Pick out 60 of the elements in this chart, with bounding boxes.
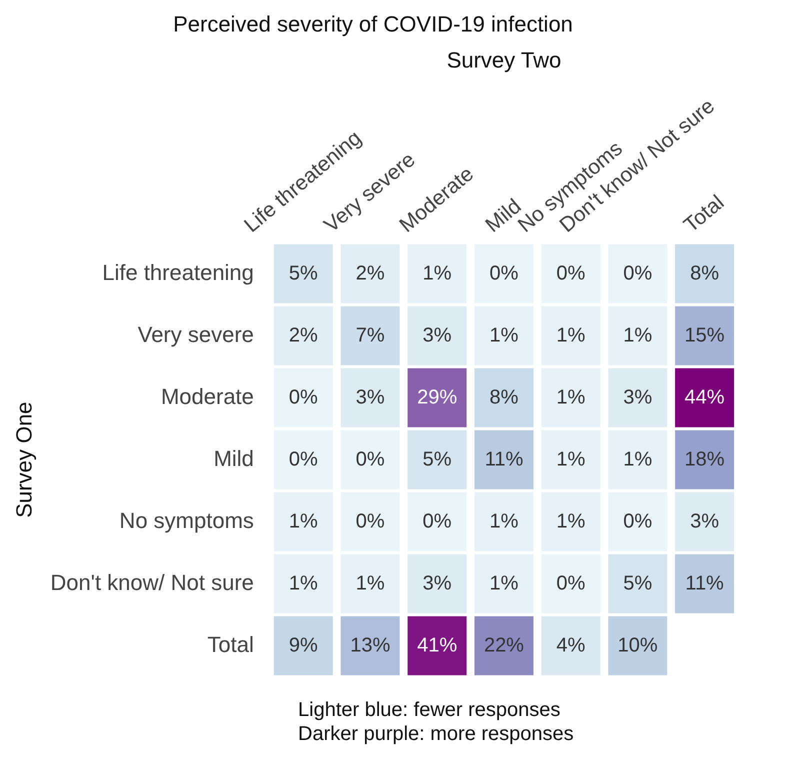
data-label: 1% (623, 448, 652, 470)
data-label: 3% (422, 572, 452, 594)
data-label: 8% (690, 262, 720, 284)
data-label: 5% (422, 448, 452, 470)
text: Darker purple: more responses (298, 722, 575, 746)
y-tick-label: Very severe (138, 322, 254, 347)
data-label: 2% (356, 262, 385, 284)
y-tick-label: Don't know/ Not sure (50, 570, 254, 595)
data-label: 0% (356, 448, 385, 470)
data-label: 5% (623, 572, 652, 594)
data-label: 1% (356, 572, 385, 594)
data-label: 5% (288, 262, 318, 284)
data-label: 3% (690, 510, 720, 532)
data-label: 1% (556, 510, 586, 532)
y-axis-title: Survey One (11, 402, 36, 518)
data-label: 0% (490, 262, 519, 284)
data-label: 0% (288, 386, 318, 408)
data-label: 1% (288, 510, 318, 532)
data-label: 8% (490, 386, 519, 408)
data-label: 22% (484, 634, 524, 656)
data-label: 11% (484, 448, 524, 470)
data-label: 1% (422, 262, 452, 284)
data-label: 2% (288, 324, 318, 346)
data-label: 0% (623, 510, 652, 532)
data-label: 7% (356, 324, 385, 346)
data-label: 1% (490, 572, 519, 594)
y-tick-label: No symptoms (119, 508, 254, 533)
data-label: 10% (618, 634, 658, 656)
y-tick-label: Moderate (160, 384, 254, 409)
data-label: 44% (684, 386, 725, 408)
data-label: 0% (556, 572, 586, 594)
data-label: 4% (556, 634, 586, 656)
chart-title: Perceived severity of COVID-19 infection (173, 11, 573, 36)
data-label: 3% (356, 386, 385, 408)
data-label: 3% (422, 324, 452, 346)
data-label: 0% (288, 448, 318, 470)
data-label: 11% (685, 572, 724, 594)
data-label: 0% (356, 510, 385, 532)
y-tick-label: Total (207, 632, 254, 657)
data-label: 1% (556, 386, 586, 408)
data-label: 0% (623, 262, 652, 284)
data-label: 1% (288, 572, 318, 594)
y-tick-label: Life threatening (102, 260, 254, 285)
data-label: 9% (288, 634, 318, 656)
data-label: 0% (556, 262, 586, 284)
x-axis-title: Survey Two (446, 48, 562, 73)
data-label: 0% (422, 510, 452, 532)
data-label: 1% (490, 510, 519, 532)
data-label: 18% (684, 448, 725, 470)
y-tick-label: Mild (214, 446, 254, 471)
data-label: 41% (417, 634, 458, 656)
data-label: 1% (556, 448, 586, 470)
data-label: 1% (623, 324, 652, 346)
data-label: 1% (556, 324, 586, 346)
data-label: 29% (417, 386, 458, 408)
data-label: 13% (350, 634, 390, 656)
data-label: 15% (684, 324, 725, 346)
text: Lighter blue: fewer responses (298, 698, 562, 722)
data-label: 3% (623, 386, 652, 408)
data-label: 1% (490, 324, 519, 346)
